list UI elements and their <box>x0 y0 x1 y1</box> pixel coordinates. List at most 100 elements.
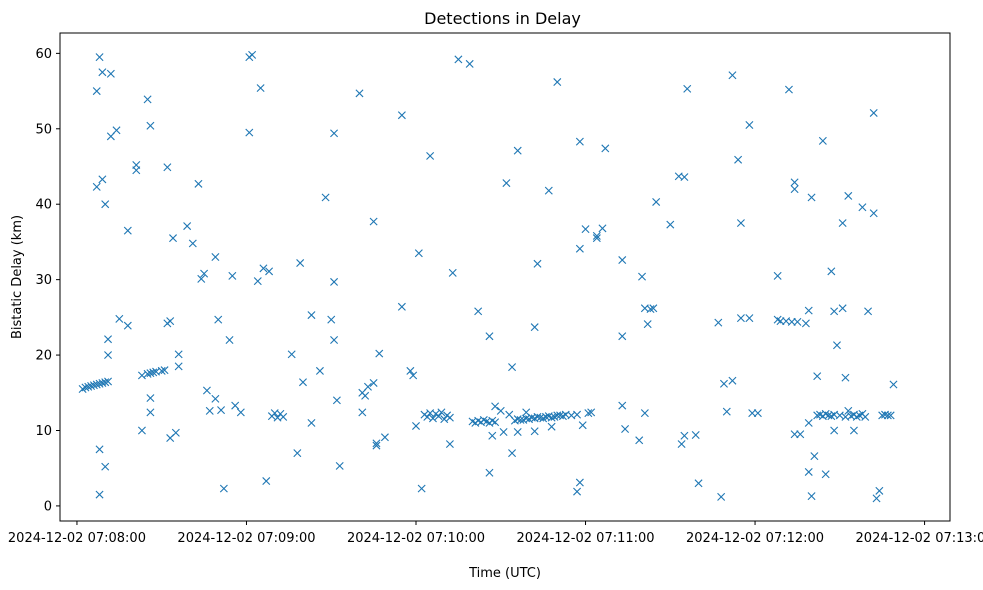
data-point <box>793 317 802 326</box>
data-point <box>363 382 372 391</box>
data-point <box>160 366 169 375</box>
data-point <box>202 386 211 395</box>
data-point <box>104 351 113 360</box>
data-point <box>640 409 649 418</box>
data-point <box>584 409 593 418</box>
data-point <box>601 144 610 153</box>
data-point <box>728 71 737 80</box>
data-point <box>293 449 302 458</box>
data-point <box>279 412 288 421</box>
data-point <box>592 231 601 240</box>
data-point <box>369 378 378 387</box>
data-point <box>691 431 700 440</box>
data-point <box>406 366 415 375</box>
data-point <box>101 378 110 387</box>
axes-frame <box>59 32 951 522</box>
data-point <box>818 136 827 145</box>
data-point <box>680 431 689 440</box>
data-point <box>171 428 180 437</box>
data-point <box>417 484 426 493</box>
data-point <box>533 259 542 268</box>
data-point <box>315 366 324 375</box>
data-point <box>287 350 296 359</box>
data-point <box>372 439 381 448</box>
data-point <box>861 412 870 421</box>
data-point <box>445 440 454 449</box>
data-point <box>522 408 531 417</box>
data-point <box>307 311 316 320</box>
data-point <box>804 306 813 315</box>
data-point <box>736 219 745 228</box>
data-point <box>123 321 132 330</box>
data-point <box>592 234 601 243</box>
data-point <box>132 166 141 175</box>
data-point <box>205 406 214 415</box>
data-point <box>488 431 497 440</box>
data-point <box>776 317 785 326</box>
data-point <box>335 461 344 470</box>
data-point <box>748 409 757 418</box>
data-point <box>587 408 596 417</box>
data-point <box>496 406 505 415</box>
data-point <box>245 128 254 137</box>
data-point <box>332 396 341 405</box>
data-point <box>573 487 582 496</box>
data-point <box>98 68 107 77</box>
data-point <box>307 418 316 427</box>
data-point <box>813 372 822 381</box>
data-point <box>465 59 474 68</box>
data-point <box>714 318 723 327</box>
data-point <box>621 424 630 433</box>
data-point <box>137 371 146 380</box>
data-point <box>821 470 830 479</box>
data-point <box>200 269 209 278</box>
data-point <box>578 421 587 430</box>
chart-title: Detections in Delay <box>424 9 581 28</box>
x-tick-label: 2024-12-02 07:12:00 <box>686 531 824 546</box>
data-point <box>728 376 737 385</box>
data-point <box>790 430 799 439</box>
data-point <box>106 69 115 78</box>
data-point <box>491 402 500 411</box>
data-point <box>188 239 197 248</box>
data-point <box>123 226 132 235</box>
data-point <box>635 436 644 445</box>
data-point <box>801 319 810 328</box>
data-point <box>753 409 762 418</box>
data-point <box>166 317 175 326</box>
data-point <box>575 137 584 146</box>
data-point <box>92 87 101 96</box>
data-point <box>248 50 257 59</box>
x-tick-label: 2024-12-02 07:08:00 <box>8 531 146 546</box>
data-point <box>445 413 454 422</box>
data-point <box>397 302 406 311</box>
data-point <box>804 467 813 476</box>
data-point <box>618 332 627 341</box>
x-tick-label: 2024-12-02 07:10:00 <box>347 531 485 546</box>
data-point <box>810 452 819 461</box>
data-point <box>95 490 104 499</box>
data-point <box>426 151 435 160</box>
data-point <box>638 272 647 281</box>
data-point <box>581 225 590 234</box>
data-point <box>428 414 437 423</box>
data-point <box>95 53 104 62</box>
x-axis: 2024-12-02 07:08:00 2024-12-02 07:09:00 20… <box>8 521 983 546</box>
data-point <box>804 418 813 427</box>
data-point <box>358 408 367 417</box>
y-tick-label: 30 <box>35 273 52 288</box>
data-point <box>502 179 511 188</box>
y-tick-label: 50 <box>35 122 52 137</box>
x-axis-label: Time (UTC) <box>468 566 541 581</box>
data-point <box>575 478 584 487</box>
plot-area <box>78 50 898 503</box>
data-point <box>137 426 146 435</box>
data-point <box>553 78 562 87</box>
data-point <box>146 121 155 130</box>
data-point <box>112 126 121 135</box>
data-point <box>231 401 240 410</box>
data-point <box>736 314 745 323</box>
data-point <box>790 178 799 187</box>
data-point <box>163 163 172 172</box>
y-axis-label: Bistatic Delay (km) <box>10 215 25 339</box>
